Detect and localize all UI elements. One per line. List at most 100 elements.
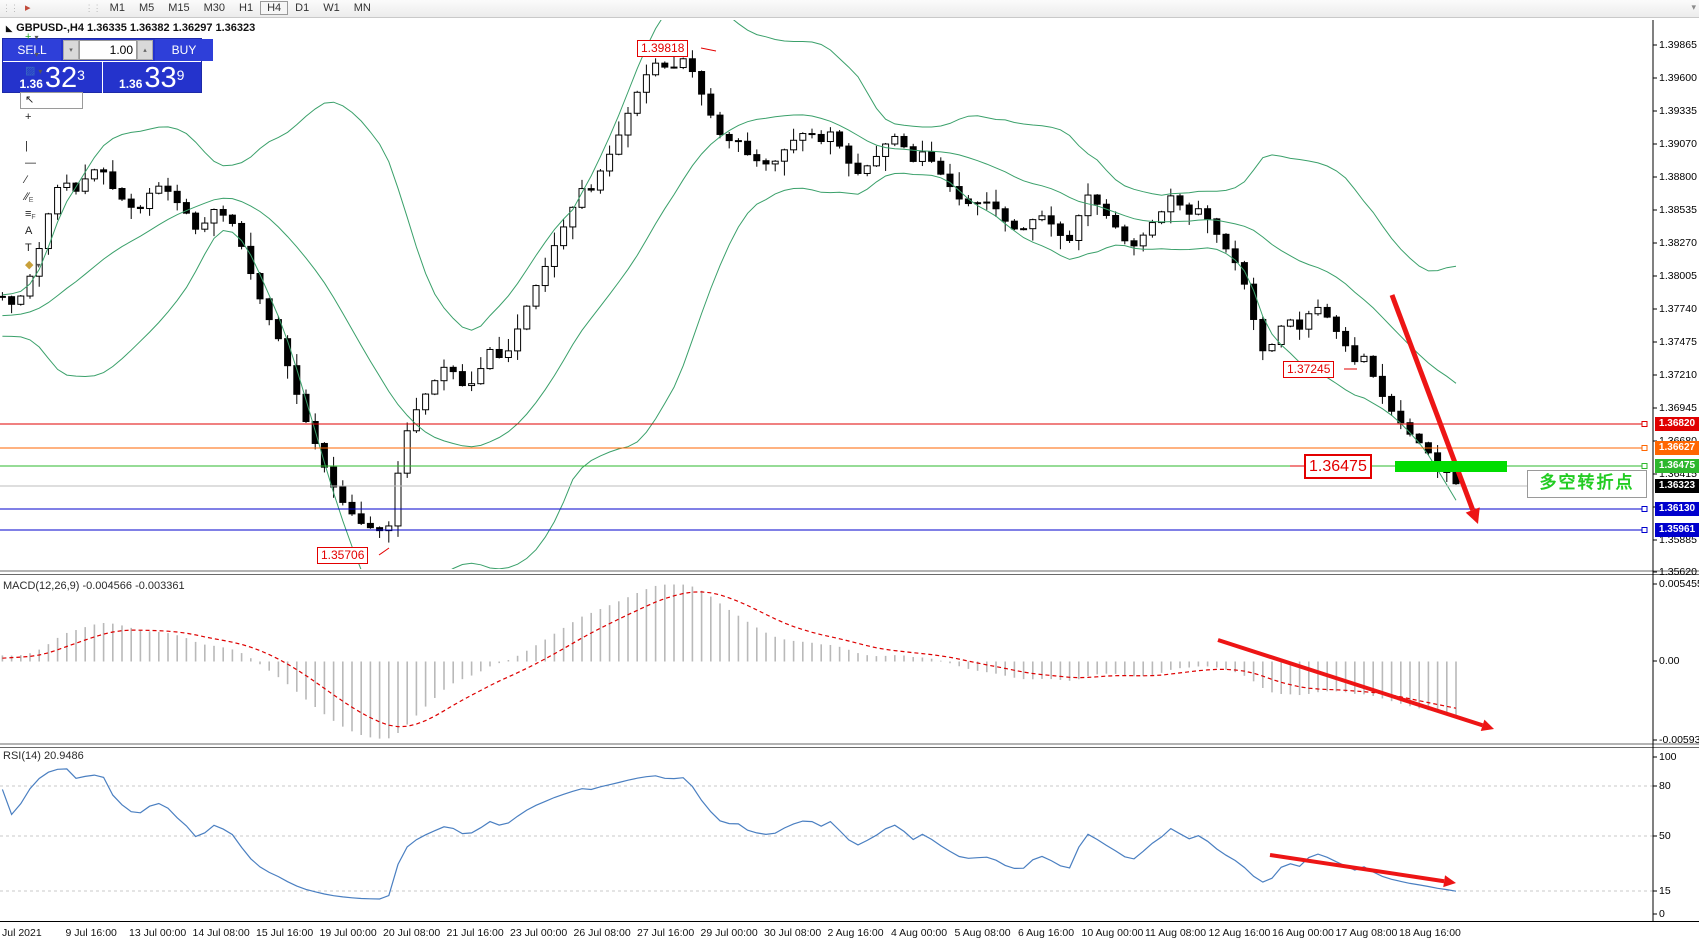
time-axis-label: 6 Aug 16:00	[1018, 927, 1075, 939]
horizontal-line-button[interactable]: —	[20, 155, 83, 172]
main-chart-panel[interactable]	[0, 0, 1460, 621]
price-badge: 1.36130	[1655, 502, 1699, 516]
support-highlight[interactable]	[1395, 461, 1507, 472]
toolbar-grip2: ⋮⋮	[84, 3, 102, 13]
price-extreme-label: 1.35706	[317, 547, 369, 564]
timeframe-w1-button[interactable]: W1	[323, 2, 340, 14]
timeframe-d1-button[interactable]: D1	[295, 2, 310, 14]
rsi-panel[interactable]	[0, 768, 1653, 900]
sell-button[interactable]: SELL	[3, 39, 61, 61]
time-axis-label: 15 Jul 16:00	[256, 927, 314, 939]
macd-scale-label: -0.005938	[1659, 734, 1699, 746]
volume-decrease-button[interactable]: ▾	[63, 40, 79, 60]
trend-arrow-rsi[interactable]	[1269, 853, 1456, 888]
macd-scale-label: 0.00	[1659, 655, 1680, 667]
indicators-icon: +	[25, 31, 32, 43]
time-axis-label: 14 Jul 08:00	[192, 927, 250, 939]
macd-scale-label: 0.005455	[1659, 578, 1699, 590]
volume-input[interactable]	[79, 40, 137, 60]
templates-icon: ▨	[25, 65, 36, 77]
bollinger-upper-band	[2, 20, 1457, 331]
price-badge: 1.36475	[1655, 459, 1699, 473]
arrows-icon: ◆	[25, 259, 34, 271]
price-scale-label: 1.39865	[1659, 39, 1697, 51]
horizontal-line-icon: —	[25, 157, 36, 169]
price-label-connector	[378, 547, 390, 556]
price-badge: 1.36627	[1655, 441, 1699, 455]
time-axis-label: 13 Jul 00:00	[129, 927, 187, 939]
crosshair-button[interactable]: +	[20, 109, 83, 126]
volume-stepper: ▾ ▴	[61, 39, 155, 61]
equidistant-channel-button[interactable]: ∕∕ E	[20, 189, 83, 206]
time-axis-label: 20 Jul 08:00	[383, 927, 441, 939]
buy-button[interactable]: BUY	[155, 39, 213, 61]
time-axis-label: 16 Aug 00:00	[1272, 927, 1334, 939]
icon-subscript: F	[31, 213, 36, 221]
sell-price[interactable]: 1.36 32 3	[3, 62, 103, 93]
text-button[interactable]: A	[20, 223, 83, 240]
rsi-line	[1, 768, 1457, 900]
time-axis-label: 17 Aug 08:00	[1335, 927, 1398, 939]
time-axis-label: 26 Jul 08:00	[573, 927, 631, 939]
macd-panel[interactable]	[1, 584, 1457, 739]
time-axis-label: Jul 2021	[2, 927, 42, 939]
time-axis-label: 21 Jul 16:00	[446, 927, 504, 939]
toolbar-grip: ⋮⋮	[2, 3, 19, 13]
timeframe-m15-button[interactable]: M15	[168, 2, 190, 14]
price-badge: 1.36323	[1655, 479, 1699, 493]
price-scale-label: 1.35885	[1659, 534, 1697, 546]
vertical-line-button[interactable]: |	[20, 138, 83, 155]
price-scale-label: 1.37210	[1659, 369, 1697, 381]
timeframe-m1-button[interactable]: M1	[109, 2, 125, 14]
price-extreme-label: 1.39818	[637, 40, 689, 57]
toolbar-overflow-icon[interactable]: ▾	[1691, 2, 1696, 12]
timeframe-m5-button[interactable]: M5	[138, 2, 155, 14]
time-axis-label: 2 Aug 16:00	[827, 927, 884, 939]
rsi-scale-label: 50	[1659, 830, 1671, 842]
trend-arrow-macd[interactable]	[1217, 638, 1494, 732]
rsi-scale-label: 15	[1659, 885, 1671, 897]
price-extreme-label: 1.37245	[1283, 361, 1335, 378]
chart-shift-icon: ▸	[25, 2, 31, 14]
time-axis-label: 29 Jul 00:00	[700, 927, 758, 939]
timeframe-m30-button[interactable]: M30	[203, 2, 226, 14]
panel-borders	[0, 20, 1699, 922]
buy-price[interactable]: 1.36 33 9	[119, 62, 185, 94]
price-scale-label: 1.36945	[1659, 402, 1697, 414]
timeframe-h4-button[interactable]: H4	[260, 1, 289, 15]
text-label-button[interactable]: T	[20, 240, 83, 257]
chart-shift-button[interactable]: ▸	[20, 0, 83, 17]
price-scale-label: 1.38005	[1659, 270, 1697, 282]
timeframe-h1-button[interactable]: H1	[239, 2, 254, 14]
trendline-icon: ∕	[25, 174, 27, 186]
time-axis-label: 18 Aug 16:00	[1399, 927, 1461, 939]
price-scale-label: 1.37475	[1659, 336, 1697, 348]
macd-signal-line	[2, 591, 1457, 728]
volume-increase-button[interactable]: ▴	[137, 40, 153, 60]
cursor-button[interactable]: ↖	[20, 92, 83, 109]
price-scale-label: 1.37740	[1659, 303, 1697, 315]
time-axis-label: 23 Jul 00:00	[510, 927, 568, 939]
indicators-button[interactable]: + ▾	[20, 29, 83, 46]
price-badge: 1.36820	[1655, 417, 1699, 431]
price-scale-label: 1.39335	[1659, 105, 1697, 117]
dropdown-caret-icon: ▾	[38, 67, 43, 76]
fibonacci-button[interactable]: ≡ F	[20, 206, 83, 223]
periods-button[interactable]: ◔ ▾	[20, 46, 83, 63]
templates-button[interactable]: ▨ ▾	[20, 63, 83, 80]
price-scale-label: 1.38270	[1659, 237, 1697, 249]
price-scale-label: 1.39600	[1659, 72, 1697, 84]
cursor-icon: ↖	[25, 94, 35, 106]
trend-arrow-main[interactable]	[1389, 294, 1480, 524]
macd-histogram	[1, 584, 1457, 739]
symbol-info: ◣ GBPUSD-,H4 1.36335 1.36382 1.36297 1.36…	[6, 22, 256, 34]
dropdown-caret-icon: ▾	[34, 33, 39, 42]
trendline-button[interactable]: ∕	[20, 172, 83, 189]
arrows-button[interactable]: ◆ ▾	[20, 257, 83, 274]
time-axis-label: 5 Aug 08:00	[954, 927, 1011, 939]
annotation-text-label[interactable]: 多空转折点	[1527, 470, 1647, 498]
icon-subscript: E	[28, 196, 34, 204]
timeframe-mn-button[interactable]: MN	[353, 2, 371, 14]
